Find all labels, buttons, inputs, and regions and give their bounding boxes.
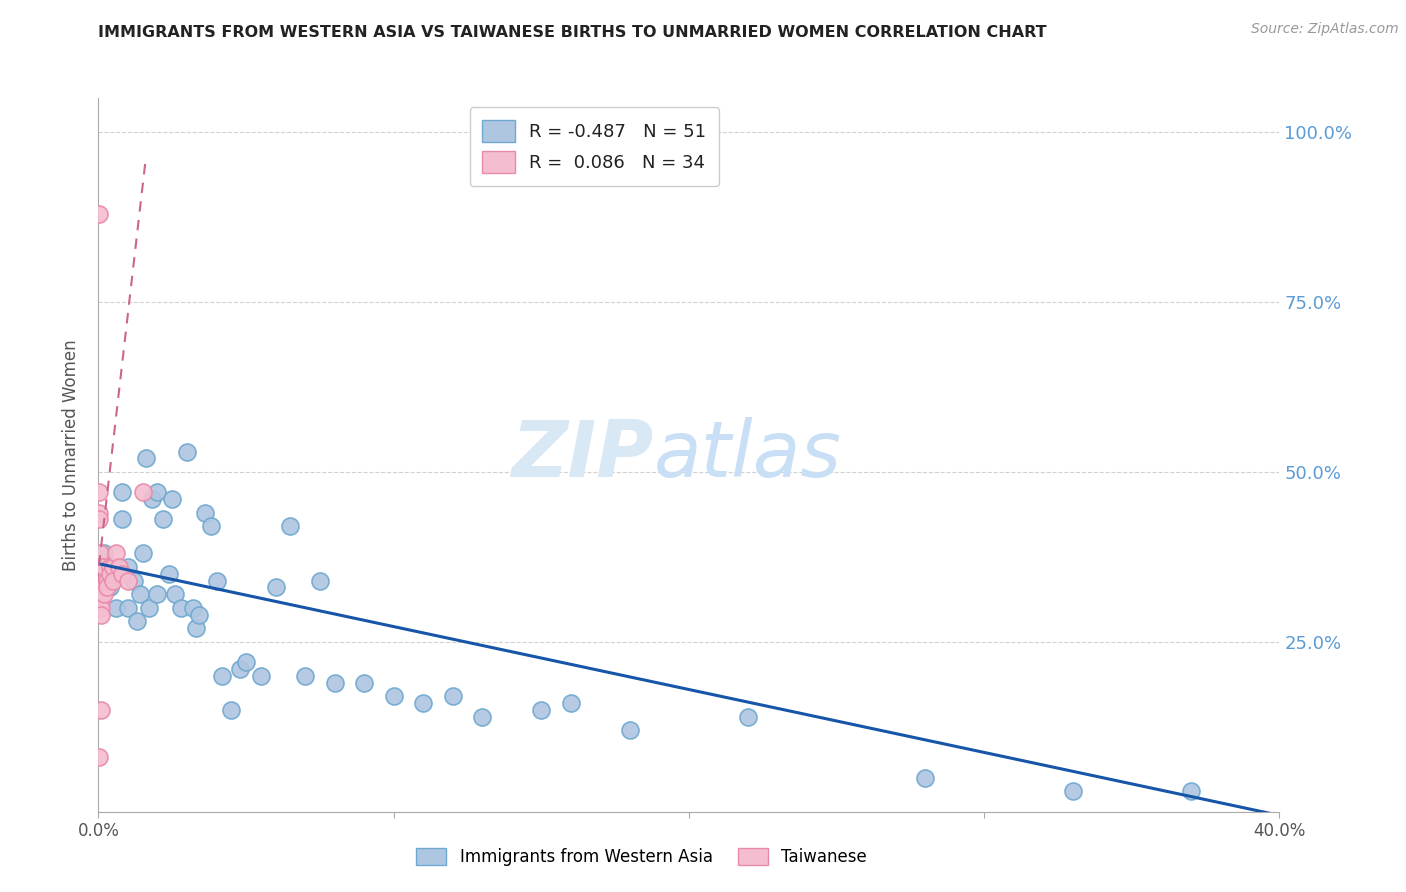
Point xyxy=(471,709,494,723)
Point xyxy=(89,750,111,764)
Point xyxy=(91,574,114,588)
Point xyxy=(111,566,134,581)
Point xyxy=(89,207,111,221)
Point xyxy=(90,600,112,615)
Point xyxy=(200,519,222,533)
Point xyxy=(93,581,115,595)
Point xyxy=(89,587,111,601)
Point xyxy=(98,560,121,574)
Point xyxy=(89,560,111,574)
Point xyxy=(89,581,111,595)
Point xyxy=(90,703,112,717)
Point xyxy=(98,566,121,581)
Point xyxy=(170,600,193,615)
Point xyxy=(89,512,111,526)
Point xyxy=(132,485,155,500)
Point xyxy=(105,600,128,615)
Point xyxy=(98,581,121,595)
Point xyxy=(187,607,209,622)
Point xyxy=(146,587,169,601)
Point xyxy=(146,485,169,500)
Point xyxy=(353,675,375,690)
Point xyxy=(93,546,115,560)
Point xyxy=(96,581,118,595)
Point xyxy=(560,696,582,710)
Point xyxy=(176,444,198,458)
Point xyxy=(93,587,115,601)
Point xyxy=(108,560,131,574)
Point xyxy=(382,689,405,703)
Point xyxy=(111,512,134,526)
Text: atlas: atlas xyxy=(654,417,841,493)
Text: ZIP: ZIP xyxy=(512,417,654,493)
Point xyxy=(117,560,139,574)
Point xyxy=(117,574,139,588)
Point xyxy=(294,669,316,683)
Point xyxy=(264,581,287,595)
Point xyxy=(111,485,134,500)
Point xyxy=(125,615,148,629)
Point xyxy=(89,546,111,560)
Point xyxy=(96,574,118,588)
Point xyxy=(103,560,125,574)
Text: Source: ZipAtlas.com: Source: ZipAtlas.com xyxy=(1251,22,1399,37)
Point xyxy=(1180,784,1202,798)
Point xyxy=(89,581,111,595)
Point xyxy=(105,546,128,560)
Point xyxy=(141,492,163,507)
Point xyxy=(132,546,155,560)
Point xyxy=(89,506,111,520)
Point xyxy=(737,709,759,723)
Point xyxy=(165,587,187,601)
Point xyxy=(152,512,174,526)
Point xyxy=(250,669,273,683)
Point xyxy=(128,587,150,601)
Point xyxy=(90,560,112,574)
Point xyxy=(194,506,217,520)
Point xyxy=(122,574,145,588)
Point xyxy=(205,574,228,588)
Point xyxy=(219,703,242,717)
Point xyxy=(914,771,936,785)
Point xyxy=(103,574,125,588)
Point xyxy=(91,566,114,581)
Point xyxy=(89,574,111,588)
Point xyxy=(309,574,332,588)
Point xyxy=(96,566,118,581)
Point xyxy=(530,703,553,717)
Point xyxy=(1062,784,1084,798)
Point xyxy=(89,566,111,581)
Point xyxy=(181,600,204,615)
Point xyxy=(184,621,207,635)
Point xyxy=(135,451,157,466)
Point xyxy=(412,696,434,710)
Point xyxy=(162,492,183,507)
Point xyxy=(211,669,233,683)
Point xyxy=(619,723,641,738)
Point xyxy=(117,600,139,615)
Point xyxy=(90,607,112,622)
Legend: Immigrants from Western Asia, Taiwanese: Immigrants from Western Asia, Taiwanese xyxy=(408,840,876,875)
Point xyxy=(90,594,112,608)
Point xyxy=(93,581,115,595)
Point xyxy=(441,689,464,703)
Point xyxy=(323,675,346,690)
Y-axis label: Births to Unmarried Women: Births to Unmarried Women xyxy=(62,339,80,571)
Point xyxy=(278,519,302,533)
Text: IMMIGRANTS FROM WESTERN ASIA VS TAIWANESE BIRTHS TO UNMARRIED WOMEN CORRELATION : IMMIGRANTS FROM WESTERN ASIA VS TAIWANES… xyxy=(98,25,1047,40)
Point xyxy=(138,600,160,615)
Point xyxy=(89,485,111,500)
Point xyxy=(229,662,252,676)
Point xyxy=(93,560,115,574)
Point xyxy=(235,655,257,669)
Point xyxy=(157,566,180,581)
